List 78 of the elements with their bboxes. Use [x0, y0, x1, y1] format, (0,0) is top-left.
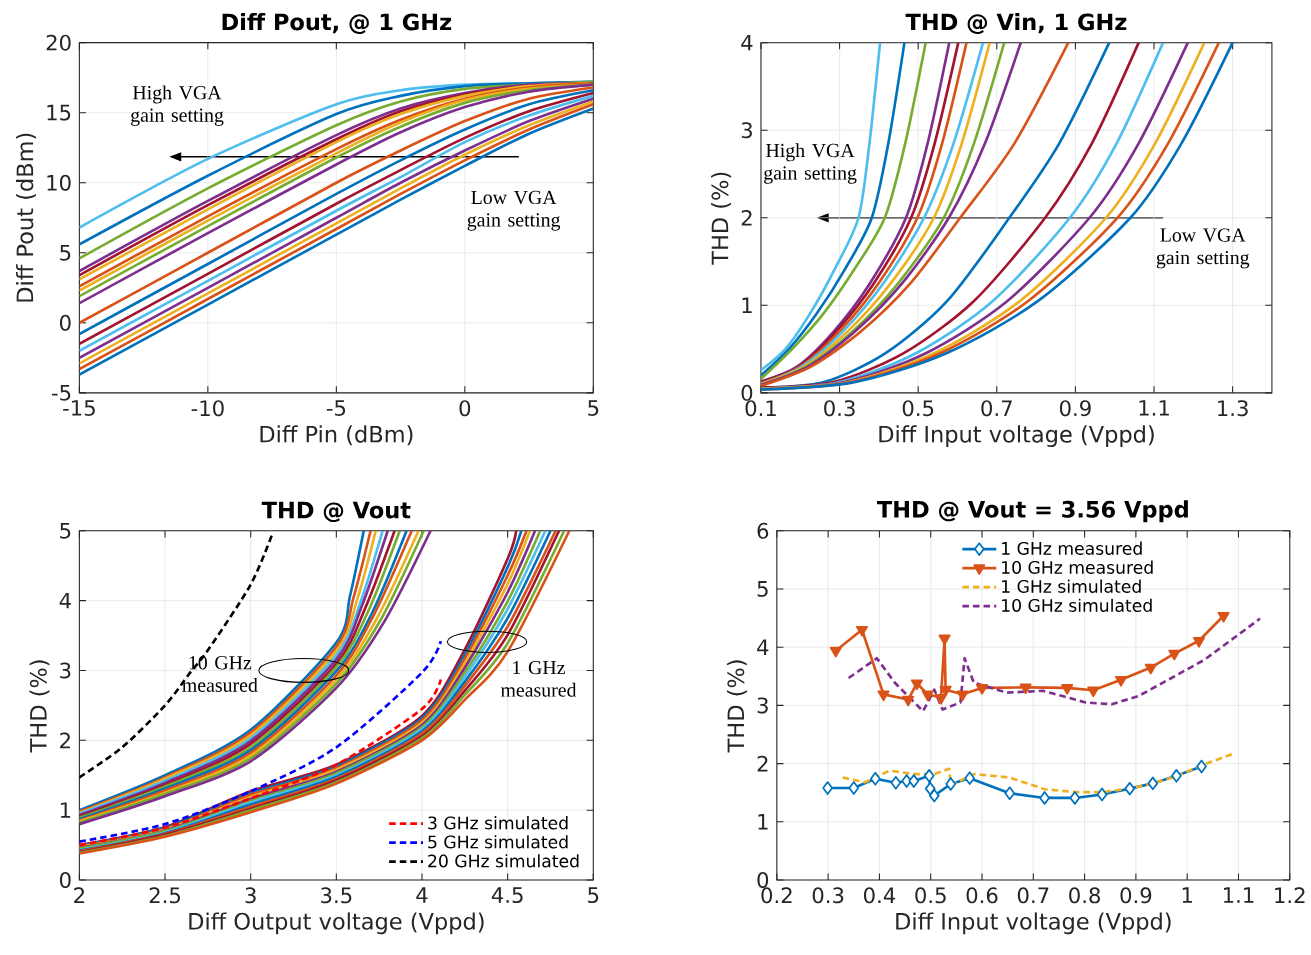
annotation: High VGA gain setting — [764, 143, 857, 184]
x-tick-label: 3 — [245, 887, 256, 904]
x-tick-label: 0.5 — [915, 887, 946, 904]
y-tick-label: 0 — [757, 871, 769, 888]
x-tick-label: 2 — [74, 887, 84, 903]
x-tick-label: 1.1 — [1139, 399, 1169, 416]
y-tick-label: 0 — [59, 871, 71, 888]
x-axis-title: Diff Output voltage (Vppd) — [189, 912, 484, 934]
y-axis-title: Diff Pout (dBm) — [15, 133, 37, 302]
y-tick-label: 20 — [46, 34, 71, 51]
x-tick-label: 0.6 — [966, 887, 998, 904]
x-tick-label: 1 — [1182, 887, 1192, 903]
y-tick-label: 0 — [59, 314, 71, 331]
annotation: Low VGA gain setting — [467, 190, 561, 231]
y-tick-label: 15 — [47, 104, 71, 121]
x-tick-label: 5 — [588, 887, 599, 903]
x-tick-label: 3.5 — [321, 887, 352, 904]
x-tick-label: 0.2 — [761, 887, 792, 904]
chart-title: Diff Pout, @ 1 GHz — [222, 12, 452, 34]
x-tick-label: 1.3 — [1218, 399, 1248, 416]
y-tick-label: 4 — [59, 592, 71, 609]
x-axis-title: Diff Input voltage (Vppd) — [879, 425, 1154, 447]
x-tick-label: 2.5 — [149, 887, 181, 904]
y-tick-label: 6 — [757, 522, 769, 539]
legend-label: 10 GHz simulated — [1002, 598, 1152, 612]
y-tick-label: 0 — [741, 384, 753, 401]
x-tick-label: 0.9 — [1059, 399, 1091, 416]
x-axis-title: Diff Input voltage (Vppd) — [896, 912, 1171, 934]
y-tick-label: 5 — [60, 522, 71, 539]
annotation: 1 GHz measured — [500, 660, 577, 697]
y-tick-label: 3 — [741, 122, 752, 138]
x-tick-label: 0.3 — [812, 887, 844, 904]
y-tick-label: 2 — [60, 732, 70, 748]
y-tick-label: 10 — [47, 174, 71, 191]
legend-label: 3 GHz simulated — [428, 815, 568, 830]
legend-label: 1 GHz simulated — [1002, 579, 1141, 593]
chart-title: THD @ Vout — [261, 501, 411, 522]
annotation: Low VGA gain setting — [1156, 228, 1250, 269]
x-tick-label: 1.2 — [1275, 887, 1305, 903]
y-tick-label: 2 — [741, 209, 752, 226]
x-tick-label: 0.1 — [745, 399, 776, 416]
legend-label: 5 GHz simulated — [428, 834, 568, 849]
y-axis-title: THD (%) — [29, 660, 50, 753]
x-tick-label: -15 — [63, 399, 95, 416]
y-axis-title: THD (%) — [711, 172, 732, 265]
x-tick-label: 0 — [459, 399, 471, 416]
annotation: High VGA gain setting — [131, 85, 224, 126]
legend-label: 20 GHz simulated — [428, 853, 579, 868]
y-tick-label: 4 — [757, 639, 769, 655]
chart-title: THD @ Vin, 1 GHz — [905, 12, 1127, 34]
y-tick-label: 3 — [757, 697, 768, 714]
y-tick-label: 1 — [742, 297, 752, 313]
y-tick-label: 2 — [757, 755, 768, 772]
y-tick-label: 5 — [757, 580, 768, 597]
y-tick-label: 1 — [758, 813, 768, 830]
y-tick-label: 4 — [741, 34, 753, 51]
x-tick-label: 4 — [416, 887, 428, 903]
legend-label: 10 GHz measured — [1002, 560, 1153, 574]
y-tick-label: -5 — [51, 384, 71, 401]
x-tick-label: 0.5 — [902, 399, 934, 416]
x-tick-label: 0.7 — [1017, 887, 1049, 904]
x-tick-label: 5 — [588, 399, 599, 416]
y-axis-title: THD (%) — [726, 660, 747, 753]
x-tick-label: 4.5 — [491, 887, 523, 903]
y-tick-label: 5 — [60, 244, 71, 261]
x-tick-label: 0.3 — [824, 399, 855, 416]
x-tick-label: 0.8 — [1069, 887, 1100, 904]
x-tick-label: 0.7 — [981, 399, 1012, 416]
x-tick-label: 1.1 — [1223, 887, 1254, 903]
x-tick-label: -10 — [191, 399, 224, 416]
y-tick-label: 3 — [60, 662, 71, 679]
y-tick-label: 1 — [60, 802, 71, 818]
x-tick-label: 0.4 — [863, 887, 896, 904]
x-tick-label: 0.9 — [1120, 887, 1152, 904]
x-axis-title: Diff Pin (dBm) — [260, 425, 413, 446]
x-tick-label: -5 — [326, 399, 346, 416]
chart-title: THD @ Vout = 3.56 Vppd — [876, 500, 1188, 522]
legend-label: 1 GHz measured — [1002, 541, 1142, 555]
